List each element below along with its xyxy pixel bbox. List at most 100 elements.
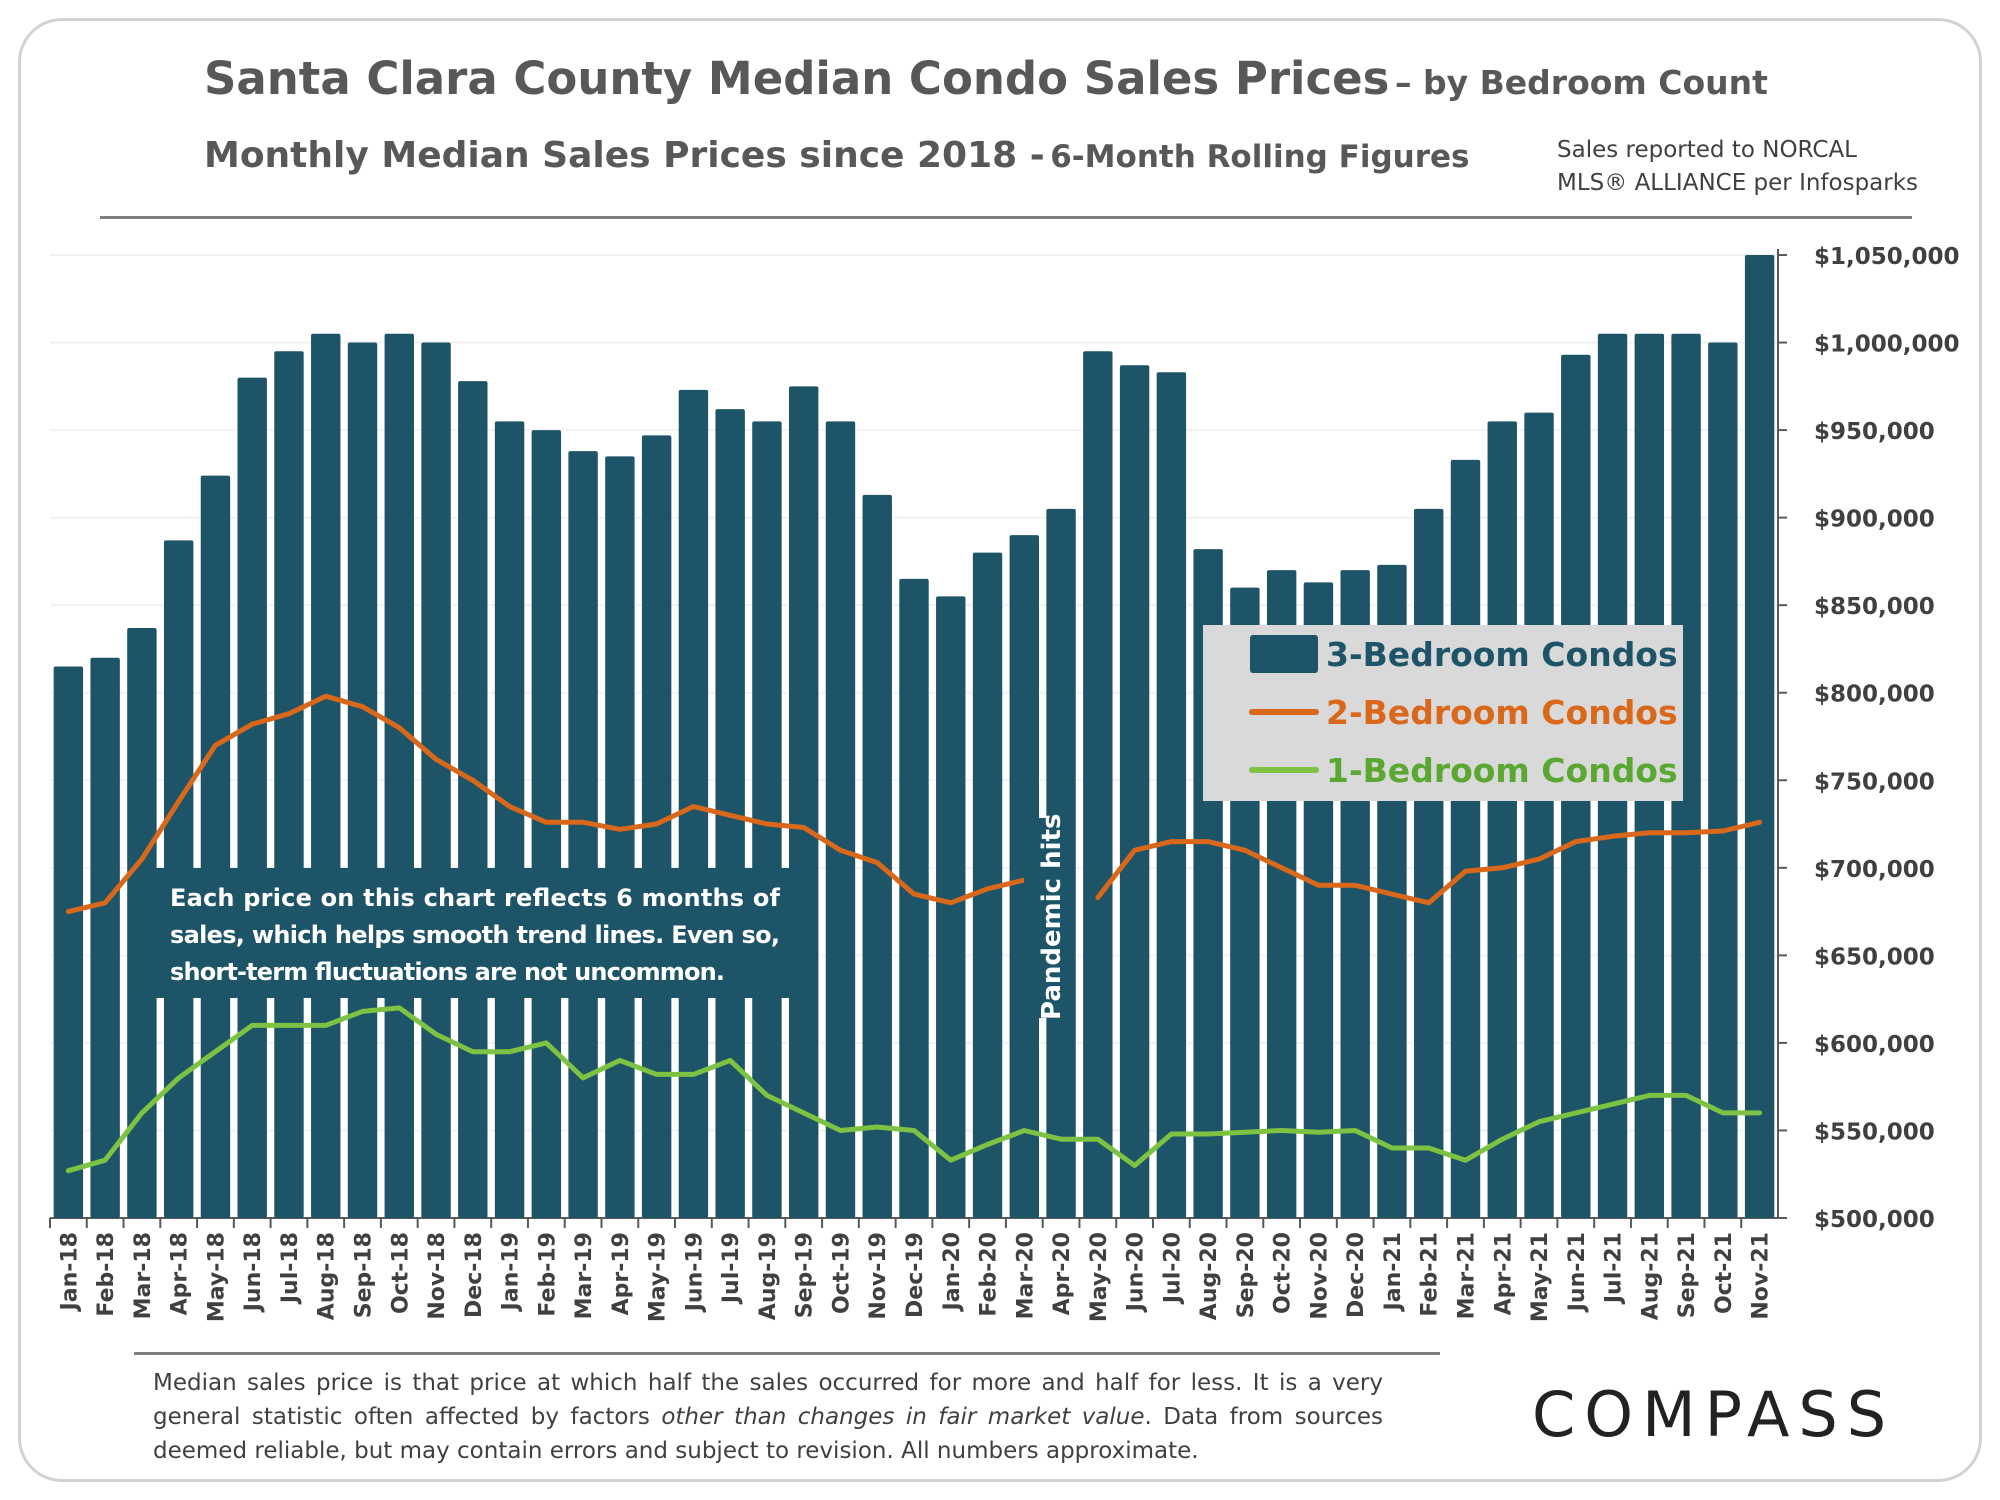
- bar-3-bedroom: [1487, 421, 1517, 1218]
- x-tick-label: Dec-18: [462, 1232, 487, 1318]
- pandemic-label: Pandemic hits: [1037, 814, 1067, 1020]
- bar-3-bedroom: [1119, 365, 1150, 1219]
- footnote-italic: other than changes in fair market value: [661, 1404, 1145, 1430]
- bar-3-bedroom: [752, 421, 782, 1218]
- bar-3-bedroom: [274, 351, 304, 1218]
- x-tick-label: Jul-19: [719, 1232, 744, 1305]
- legend-entry-label: 3-Bedroom Condos: [1326, 635, 1678, 674]
- x-tick-label: Mar-19: [572, 1232, 597, 1319]
- x-tick-label: Aug-19: [756, 1232, 781, 1320]
- x-tick-label: Dec-20: [1344, 1232, 1369, 1318]
- x-tick-label: Apr-20: [1050, 1232, 1075, 1315]
- title-main: Santa Clara County Median Condo Sales Pr…: [204, 52, 1390, 105]
- x-tick-label: Jan-20: [940, 1232, 965, 1312]
- x-tick-label: Oct-18: [388, 1232, 413, 1314]
- bar-3-bedroom: [311, 333, 341, 1219]
- subtitle-main: Monthly Median Sales Prices since 2018 -: [204, 135, 1045, 176]
- x-tick-label: May-20: [1087, 1232, 1112, 1322]
- bar-3-bedroom: [421, 342, 451, 1219]
- bar-3-bedroom: [53, 666, 84, 1218]
- x-tick-label: May-21: [1528, 1232, 1553, 1322]
- bar-3-bedroom: [678, 389, 709, 1218]
- x-tick-label: May-18: [204, 1232, 229, 1322]
- x-tick-label: Jul-21: [1602, 1232, 1627, 1305]
- x-tick-label: Feb-20: [977, 1232, 1002, 1317]
- x-tick-label: Jan-21: [1381, 1232, 1406, 1312]
- bar-3-bedroom: [1524, 412, 1554, 1219]
- bar-3-bedroom: [972, 552, 1003, 1218]
- x-tick-label: Oct-21: [1712, 1232, 1737, 1314]
- bar-3-bedroom: [127, 627, 157, 1218]
- bar-3-bedroom: [641, 435, 672, 1218]
- bar-3-bedroom: [494, 421, 525, 1218]
- bar-3-bedroom: [1450, 459, 1481, 1219]
- y-tick-label: $700,000: [1814, 857, 1935, 883]
- legend: 3-Bedroom Condos 2-Bedroom Condos 1-Bedroo…: [1203, 625, 1683, 801]
- bar-3-bedroom: [1414, 508, 1444, 1218]
- header-divider: [100, 216, 1912, 219]
- pandemic-annotation: Pandemic hits: [1024, 814, 1072, 1020]
- line-1-bedroom: [65, 1005, 1763, 1174]
- bar-3-bedroom: [862, 494, 892, 1219]
- source-line-1: Sales reported to NORCAL: [1557, 137, 1857, 163]
- x-tick-label: Mar-21: [1454, 1232, 1479, 1319]
- x-tick-label: Apr-21: [1491, 1232, 1516, 1315]
- bar-3-bedroom: [1744, 255, 1775, 1218]
- y-tick-label: $800,000: [1814, 682, 1935, 708]
- bar-3-bedroom: [788, 386, 819, 1218]
- bar-3-bedroom: [936, 596, 966, 1218]
- x-tick-label: Mar-18: [131, 1232, 156, 1319]
- x-tick-label: Sep-20: [1234, 1232, 1259, 1318]
- line-2-bedroom: [65, 693, 1763, 915]
- bar-3-bedroom: [90, 657, 120, 1218]
- y-tick-label: $500,000: [1814, 1207, 1935, 1233]
- y-tick-label: $600,000: [1814, 1032, 1935, 1058]
- bar-3-bedroom: [1083, 351, 1113, 1218]
- y-tick-label: $750,000: [1814, 769, 1935, 795]
- bar-3-bedroom: [899, 578, 929, 1218]
- y-tick-label: $900,000: [1814, 507, 1935, 533]
- x-tick-label: Sep-21: [1675, 1232, 1700, 1318]
- x-tick-label: Jun-19: [682, 1232, 707, 1313]
- x-tick-label: Jul-18: [278, 1232, 303, 1305]
- x-tick-label: Oct-20: [1271, 1232, 1296, 1314]
- x-tick-label: Aug-18: [315, 1232, 340, 1320]
- footnote-part-1: Median sales price is that price at whic…: [153, 1370, 1383, 1430]
- smoothing-note-line: Each price on this chart reflects 6 mont…: [170, 884, 781, 912]
- bar-3-bedroom: [384, 333, 414, 1219]
- legend-swatch-bar: [1250, 635, 1318, 673]
- x-tick-label: Jun-21: [1565, 1232, 1590, 1313]
- bar-3-bedroom: [1671, 333, 1701, 1219]
- source-note: Sales reported to NORCAL MLS® ALLIANCE p…: [1557, 134, 1918, 200]
- title-suffix: – by Bedroom Count: [1395, 63, 1768, 102]
- compass-logo: COMPASS: [1532, 1378, 1896, 1451]
- x-tick-label: Feb-21: [1418, 1232, 1443, 1317]
- footnote-part-2: . Data from sources deemed reliable, but…: [153, 1404, 1384, 1464]
- x-tick-label: Aug-20: [1197, 1232, 1222, 1320]
- x-tick-label: Dec-19: [903, 1232, 928, 1318]
- bar-3-bedroom: [237, 377, 267, 1219]
- bar-3-bedroom: [1708, 342, 1738, 1219]
- x-tick-label: Aug-21: [1638, 1232, 1663, 1320]
- x-tick-label: Jun-20: [1124, 1232, 1149, 1313]
- x-tick-label: Sep-18: [352, 1232, 377, 1318]
- y-tick-label: $850,000: [1814, 594, 1935, 620]
- y-tick-label: $550,000: [1814, 1119, 1935, 1145]
- x-tick-label: Jan-18: [57, 1232, 82, 1312]
- y-tick-label: $1,050,000: [1814, 244, 1960, 270]
- y-tick-label: $650,000: [1814, 944, 1935, 970]
- smoothing-note-line: short-term fluctuations are not uncommon…: [170, 958, 725, 986]
- bar-3-bedroom: [200, 475, 231, 1219]
- smoothing-note-box: Each price on this chart reflects 6 mont…: [153, 868, 798, 998]
- x-tick-label: Jul-20: [1160, 1232, 1185, 1305]
- smoothing-note-line: sales, which helps smooth trend lines. E…: [170, 921, 780, 949]
- x-tick-label: Jan-19: [499, 1232, 524, 1312]
- x-tick-label: Oct-19: [829, 1232, 854, 1314]
- chart-title: Santa Clara County Median Condo Sales Pr…: [204, 52, 1768, 105]
- legend-entry-label: 1-Bedroom Condos: [1326, 751, 1678, 790]
- bar-3-bedroom: [458, 381, 488, 1219]
- chart-subtitle: Monthly Median Sales Prices since 2018 -…: [204, 135, 1470, 176]
- x-tick-label: Sep-19: [793, 1232, 818, 1318]
- x-tick-label: Nov-20: [1307, 1232, 1332, 1320]
